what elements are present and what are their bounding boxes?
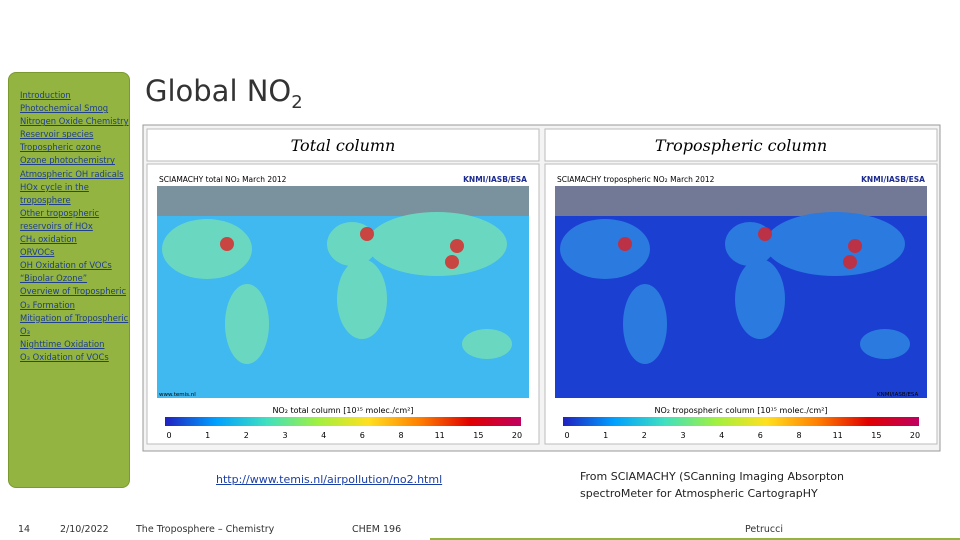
title-text: Global NO	[145, 74, 292, 108]
hotspot	[848, 239, 862, 253]
sidebar-link[interactable]: Other tropospheric reservoirs of HOx	[20, 207, 100, 231]
panel-heading: Tropospheric column	[655, 136, 827, 155]
continent	[623, 284, 667, 364]
map-credit: KNMI/IASB/ESA	[861, 175, 925, 184]
scale-tick: 6	[758, 431, 763, 440]
sidebar-link[interactable]: O₃ Oxidation of VOCs	[20, 351, 109, 362]
panel-heading: Total column	[291, 136, 396, 155]
scale-tick: 11	[435, 431, 445, 440]
map-caption: SCIAMACHY total NO₂ March 2012	[159, 175, 287, 184]
continent	[765, 212, 905, 276]
sidebar-link[interactable]: Ozone photochemistry	[20, 155, 115, 166]
scale-tick: 4	[321, 431, 326, 440]
panel-header	[544, 128, 938, 162]
sidebar-link[interactable]: Nighttime Oxidation	[20, 338, 105, 349]
page-number: 14	[18, 524, 31, 535]
scale-tick: 2	[642, 431, 647, 440]
sidebar-link[interactable]: HOx cycle in the troposphere	[20, 181, 89, 205]
course: CHEM 196	[352, 524, 402, 535]
sidebar-link[interactable]: Mitigation of Tropospheric O₃	[20, 312, 129, 336]
continent	[462, 329, 512, 359]
continent	[560, 219, 650, 279]
sidebar-link[interactable]: Overview of Tropospheric O₃ Formation	[20, 286, 127, 310]
scale-tick: 8	[398, 431, 403, 440]
continent	[225, 284, 269, 364]
sidebar: Introduction Photochemical Smog Nitrogen O…	[8, 72, 130, 488]
sidebar-link[interactable]: “Bipolar Ozone”	[20, 273, 88, 284]
scale-tick: 0	[166, 431, 171, 440]
slide-title: Global NO2	[145, 74, 303, 113]
footer-bar	[430, 538, 960, 540]
hotspot	[220, 237, 234, 251]
continent	[367, 212, 507, 276]
source-link[interactable]: http://www.temis.nl/airpollution/no2.htm…	[216, 473, 443, 486]
figure: Total column SCIAMACHY total NO₂ March 20…	[142, 124, 941, 452]
map-polar	[157, 186, 529, 216]
colorbar	[165, 417, 521, 426]
map-polar	[555, 186, 927, 216]
scale-tick: 3	[282, 431, 287, 440]
hotspot	[445, 255, 459, 269]
continent	[735, 259, 785, 339]
sidebar-link[interactable]: CH₄ oxidation	[20, 234, 77, 245]
title-subscript: 2	[291, 91, 303, 113]
scale-tick: 1	[205, 431, 210, 440]
sidebar-link[interactable]: Photochemical Smog	[20, 103, 109, 114]
sidebar-link[interactable]: OH Oxidation of VOCs	[20, 260, 112, 271]
continent	[162, 219, 252, 279]
continent	[337, 259, 387, 339]
scale-tick: 1	[603, 431, 608, 440]
map-source: www.temis.nl	[159, 392, 196, 398]
scale-tick: 8	[796, 431, 801, 440]
scale-tick: 4	[719, 431, 724, 440]
scale-tick: 20	[512, 431, 522, 440]
author: Petrucci	[745, 524, 783, 535]
hotspot	[843, 255, 857, 269]
hotspot	[758, 227, 772, 241]
scale-tick: 15	[473, 431, 483, 440]
sidebar-links: Introduction Photochemical Smog Nitrogen O…	[20, 89, 130, 364]
panel-header	[146, 128, 540, 162]
scale-tick: 6	[360, 431, 365, 440]
hotspot	[360, 227, 374, 241]
scale-label: NO₂ tropospheric column [10¹⁵ molec./cm²…	[654, 406, 827, 415]
hotspot	[450, 239, 464, 253]
scale-tick: 20	[910, 431, 920, 440]
map-caption: SCIAMACHY tropospheric NO₂ March 2012	[557, 175, 715, 184]
source-note: From SCIAMACHY (SCanning Imaging Absorpt…	[580, 470, 844, 500]
scale-tick: 0	[564, 431, 569, 440]
sidebar-link[interactable]: Nitrogen Oxide Chemistry	[20, 116, 129, 127]
sidebar-link[interactable]: ORVOCs	[20, 247, 55, 258]
sidebar-link[interactable]: Reservoir species	[20, 129, 94, 140]
date: 2/10/2022	[60, 524, 109, 535]
map-credit: KNMI/IASB/ESA	[463, 175, 527, 184]
hotspot	[618, 237, 632, 251]
continent	[860, 329, 910, 359]
sidebar-link[interactable]: Introduction	[20, 90, 71, 100]
scale-tick: 11	[833, 431, 843, 440]
scale-tick: 2	[244, 431, 249, 440]
scale-tick: 3	[680, 431, 685, 440]
colorbar	[563, 417, 919, 426]
scale-label: NO₂ total column [10¹⁵ molec./cm²]	[272, 406, 413, 415]
sidebar-link[interactable]: Atmospheric OH radicals	[20, 168, 124, 179]
scale-tick: 15	[871, 431, 881, 440]
sidebar-link[interactable]: Tropospheric ozone	[20, 142, 101, 153]
map-source: KNMI/IASB/ESA	[877, 392, 919, 398]
course-title: The Troposphere – Chemistry	[136, 524, 275, 535]
